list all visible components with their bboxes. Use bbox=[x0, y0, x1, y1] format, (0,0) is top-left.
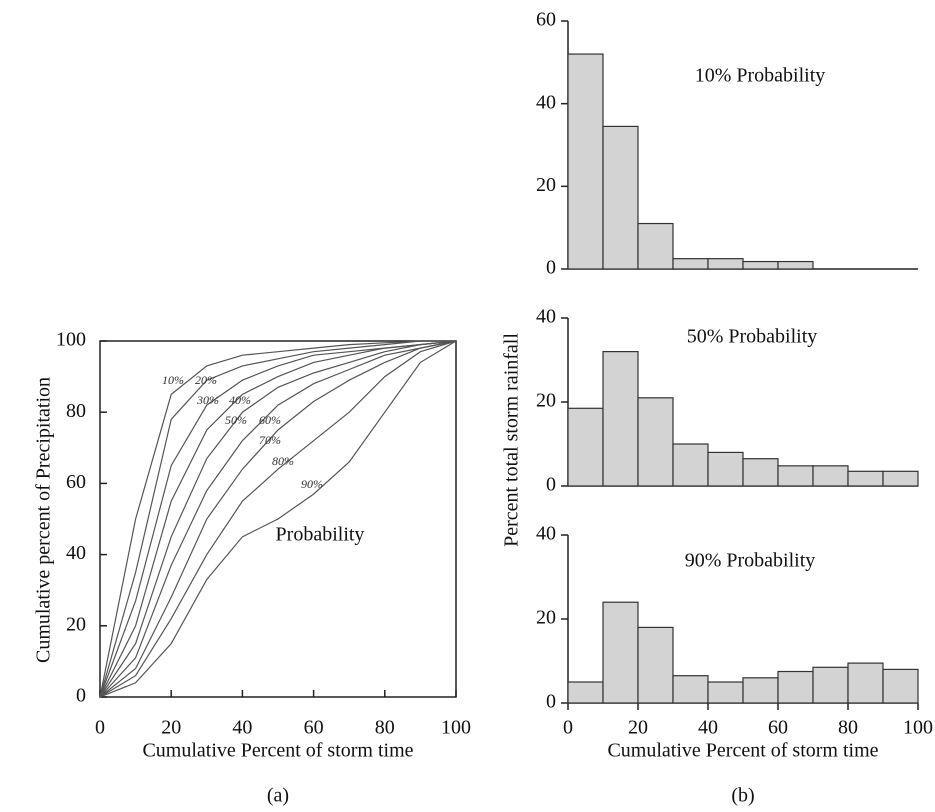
bar bbox=[777, 260, 814, 270]
y-axis-label: Percent total storm rainfall bbox=[501, 333, 523, 547]
y-tick-label: 40 bbox=[66, 542, 86, 564]
x-tick-label: 80 bbox=[375, 717, 395, 739]
y-tick-label: 60 bbox=[536, 9, 556, 31]
y-tick-label: 40 bbox=[536, 306, 556, 328]
curve-label: 30% bbox=[196, 393, 219, 407]
bar bbox=[602, 601, 639, 704]
y-tick-label: 0 bbox=[546, 257, 556, 279]
chart-title: 10% Probability bbox=[695, 65, 826, 87]
annotation: Probability bbox=[276, 524, 365, 546]
y-tick-label: 0 bbox=[546, 474, 556, 496]
bar bbox=[847, 662, 884, 704]
y-tick-label: 20 bbox=[536, 390, 556, 412]
bar bbox=[882, 470, 919, 487]
caption: (a) bbox=[267, 785, 289, 807]
bar bbox=[707, 451, 744, 487]
y-tick-label: 100 bbox=[56, 329, 86, 351]
curve bbox=[99, 340, 457, 698]
curve bbox=[99, 340, 457, 698]
bar bbox=[567, 681, 604, 704]
y-tick-label: 0 bbox=[546, 691, 556, 713]
x-tick-label: 20 bbox=[628, 717, 648, 739]
curve bbox=[99, 340, 456, 698]
bar bbox=[602, 125, 639, 270]
y-tick-label: 20 bbox=[536, 607, 556, 629]
bar bbox=[812, 666, 849, 704]
curve-label: 60% bbox=[259, 413, 281, 427]
bar bbox=[742, 458, 779, 487]
bar bbox=[707, 258, 744, 270]
curve-label: 40% bbox=[229, 393, 251, 407]
y-tick-label: 80 bbox=[66, 400, 86, 422]
chart-title: 50% Probability bbox=[687, 326, 818, 348]
x-tick-label: 40 bbox=[232, 717, 252, 739]
bar bbox=[637, 397, 674, 487]
y-tick-label: 0 bbox=[76, 685, 86, 707]
y-tick-label: 40 bbox=[536, 523, 556, 545]
bar bbox=[812, 465, 849, 487]
curve bbox=[99, 340, 457, 698]
x-tick-label: 20 bbox=[161, 717, 181, 739]
bar bbox=[882, 668, 919, 704]
bar bbox=[567, 53, 604, 270]
x-axis-label: Cumulative Percent of storm time bbox=[607, 740, 878, 762]
curve-label: 50% bbox=[225, 413, 247, 427]
x-tick-label: 80 bbox=[838, 717, 858, 739]
y-tick-label: 60 bbox=[66, 471, 86, 493]
bar bbox=[777, 670, 814, 704]
bar bbox=[637, 626, 674, 704]
x-tick-label: 40 bbox=[698, 717, 718, 739]
curve-label: 80% bbox=[272, 454, 294, 468]
x-tick-label: 0 bbox=[95, 717, 105, 739]
curve bbox=[99, 340, 457, 698]
x-tick-label: 60 bbox=[304, 717, 324, 739]
x-tick-label: 0 bbox=[563, 717, 573, 739]
curve-label: 70% bbox=[259, 433, 281, 447]
bar bbox=[567, 407, 604, 487]
x-axis-label: Cumulative Percent of storm time bbox=[142, 740, 413, 762]
curve bbox=[99, 340, 457, 698]
bar bbox=[742, 260, 779, 270]
curve bbox=[99, 340, 456, 698]
bar bbox=[672, 443, 709, 487]
curve-label: 20% bbox=[195, 373, 217, 387]
bar bbox=[672, 258, 709, 270]
chart-title: 90% Probability bbox=[685, 550, 816, 572]
x-tick-label: 100 bbox=[441, 717, 471, 739]
y-tick-label: 40 bbox=[536, 91, 556, 113]
curve-label: 10% bbox=[162, 373, 184, 387]
x-tick-label: 60 bbox=[768, 717, 788, 739]
y-tick-label: 20 bbox=[536, 174, 556, 196]
plot-frame bbox=[99, 340, 457, 698]
y-tick-label: 20 bbox=[66, 613, 86, 635]
x-tick-label: 100 bbox=[903, 717, 933, 739]
curve-label: 90% bbox=[301, 477, 323, 491]
bar bbox=[847, 470, 884, 487]
bar bbox=[742, 677, 779, 704]
y-axis-label: Cumulative percent of Precipitation bbox=[33, 377, 55, 663]
bar bbox=[707, 681, 744, 704]
curve bbox=[99, 340, 457, 698]
bar bbox=[777, 465, 814, 487]
bar bbox=[637, 222, 674, 270]
bar bbox=[672, 675, 709, 704]
bar bbox=[602, 351, 639, 487]
caption: (b) bbox=[731, 785, 754, 807]
